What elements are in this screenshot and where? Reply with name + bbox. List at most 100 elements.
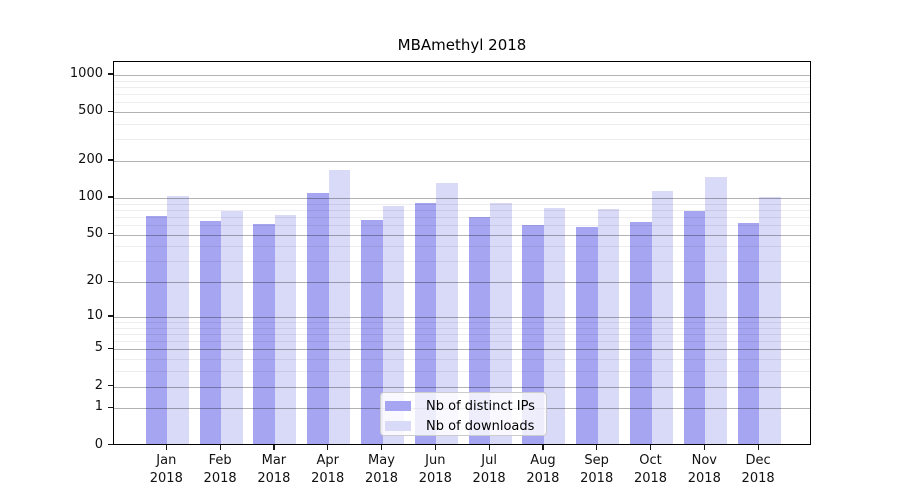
gridline-minor xyxy=(114,102,810,104)
x-tick-label: Mar 2018 xyxy=(257,453,291,486)
y-tick-label: 5 xyxy=(94,340,103,356)
y-tick xyxy=(108,347,113,350)
y-tick-label: 1 xyxy=(94,399,103,415)
x-tick xyxy=(488,444,490,450)
bar-distinct-ips-jun xyxy=(414,202,437,444)
gridline-minor xyxy=(114,327,810,329)
x-tick xyxy=(596,444,598,450)
y-tick xyxy=(108,406,113,409)
gridline-major xyxy=(114,161,810,163)
gridline-minor xyxy=(114,225,810,227)
plot-area xyxy=(113,61,811,445)
bar-downloads-may xyxy=(382,206,404,444)
gridline-minor xyxy=(114,246,810,248)
gridline-major xyxy=(114,112,810,114)
gridline-major xyxy=(114,349,810,351)
gridline-major xyxy=(114,75,810,76)
bar-downloads-oct xyxy=(651,190,673,444)
bar-downloads-nov xyxy=(705,177,727,444)
gridline-minor xyxy=(114,203,810,205)
bar-downloads-jan xyxy=(167,195,189,444)
y-tick-label: 0 xyxy=(94,436,103,452)
gridline-minor xyxy=(114,209,810,211)
x-tick-label: Dec 2018 xyxy=(741,453,775,486)
x-tick xyxy=(757,444,759,450)
y-tick xyxy=(108,280,113,282)
gridline-minor xyxy=(114,322,810,324)
gridline-major xyxy=(114,386,810,388)
gridline-minor xyxy=(114,139,810,141)
x-tick xyxy=(380,444,383,450)
gridline-minor xyxy=(114,341,810,343)
legend: Nb of distinct IPs Nb of downloads xyxy=(380,392,547,436)
gridline-minor xyxy=(114,359,810,361)
gridline-minor xyxy=(114,333,810,335)
bar-downloads-dec xyxy=(759,196,781,444)
bar-distinct-ips-nov xyxy=(683,211,706,444)
y-tick-label: 100 xyxy=(78,189,103,204)
bar-distinct-ips-dec xyxy=(737,222,760,444)
x-tick xyxy=(219,444,221,450)
bar-distinct-ips-jul xyxy=(468,216,491,444)
x-tick xyxy=(165,444,167,450)
y-tick xyxy=(108,443,113,446)
bar-downloads-aug xyxy=(543,208,566,444)
x-tick-label: May 2018 xyxy=(364,453,399,486)
y-tick-label: 10 xyxy=(86,307,103,323)
y-tick xyxy=(108,384,113,387)
x-tick-label: Jul 2018 xyxy=(472,453,506,486)
bar-distinct-ips-jan xyxy=(145,216,168,444)
y-tick-label: 50 xyxy=(86,225,103,241)
x-tick-label: Jun 2018 xyxy=(418,453,452,486)
gridline-major xyxy=(114,316,810,318)
gridline-major xyxy=(114,198,810,199)
gridline-minor xyxy=(114,124,810,126)
bar-downloads-sep xyxy=(597,209,620,444)
x-tick-label: Apr 2018 xyxy=(311,453,345,486)
legend-label-distinct-ips: Nb of distinct IPs xyxy=(426,398,535,414)
bar-distinct-ips-aug xyxy=(522,225,544,444)
gridline-minor xyxy=(114,86,810,88)
bar-distinct-ips-may xyxy=(361,220,383,444)
x-tick-label: Aug 2018 xyxy=(526,453,560,486)
y-tick-label: 500 xyxy=(78,103,103,119)
legend-item-downloads: Nb of downloads xyxy=(385,417,546,435)
bar-downloads-feb xyxy=(221,211,243,444)
bar-distinct-ips-feb xyxy=(199,220,222,444)
legend-swatch-downloads xyxy=(385,421,411,431)
x-tick xyxy=(703,444,705,450)
gridline-minor xyxy=(114,261,810,263)
x-tick-label: Nov 2018 xyxy=(687,453,721,486)
bar-distinct-ips-sep xyxy=(576,227,598,444)
y-tick xyxy=(108,315,113,317)
bar-downloads-jun xyxy=(436,183,458,444)
gridline-minor xyxy=(114,94,810,96)
bar-distinct-ips-apr xyxy=(307,193,329,444)
y-tick-label: 200 xyxy=(78,152,103,168)
gridline-minor xyxy=(114,80,810,82)
bar-downloads-mar xyxy=(274,214,297,444)
x-tick-label: Feb 2018 xyxy=(203,453,237,486)
gridline-major xyxy=(114,282,810,284)
y-tick xyxy=(108,196,113,198)
x-tick xyxy=(649,444,652,450)
legend-label-downloads: Nb of downloads xyxy=(426,418,535,434)
y-tick xyxy=(108,233,113,235)
legend-swatch-distinct-ips xyxy=(385,401,411,411)
y-tick-label: 2 xyxy=(94,377,103,393)
bar-downloads-jul xyxy=(490,202,512,444)
x-tick-label: Oct 2018 xyxy=(633,453,668,486)
x-tick xyxy=(434,444,436,450)
x-tick xyxy=(273,444,275,450)
gridline-major xyxy=(114,234,810,236)
bar-downloads-apr xyxy=(328,169,351,444)
x-tick xyxy=(327,444,329,450)
x-tick-label: Sep 2018 xyxy=(580,453,614,486)
y-tick-label: 1000 xyxy=(69,66,103,81)
bar-distinct-ips-mar xyxy=(253,223,275,444)
bar-distinct-ips-oct xyxy=(630,221,652,444)
chart-title: MBAmethyl 2018 xyxy=(397,36,527,54)
y-tick-label: 20 xyxy=(86,273,103,289)
y-tick xyxy=(108,110,113,112)
